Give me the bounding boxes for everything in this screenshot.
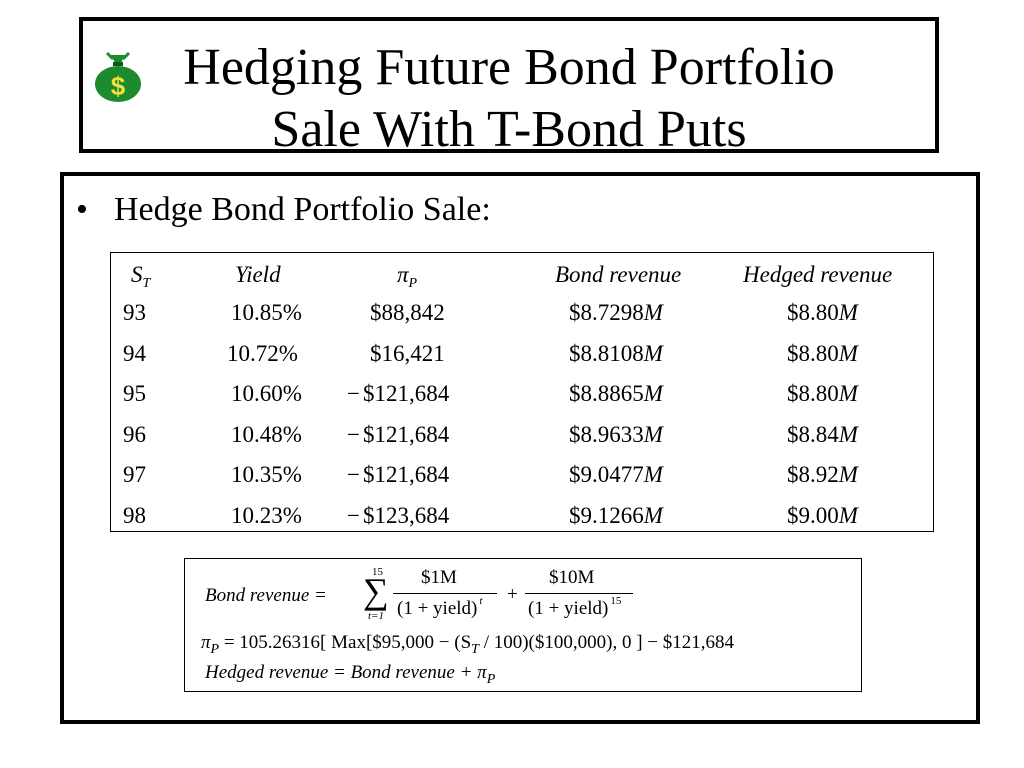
sum-lower-limit: t=1 (368, 610, 384, 622)
frac2-bar (525, 593, 633, 594)
cell-st: 93 (123, 300, 146, 325)
cell-st: 94 (123, 340, 146, 366)
cell-hedged-revenue: $8.92M (787, 462, 858, 487)
cell-yield: 10.60% (231, 381, 302, 406)
frac1-numerator: $1M (421, 567, 457, 588)
slide-title: Hedging Future Bond Portfolio Sale With … (83, 37, 935, 161)
cell-put-payoff: $16,421 (370, 340, 445, 366)
cell-yield: 10.35% (231, 462, 302, 487)
content-box: • Hedge Bond Portfolio Sale: ST Yield πP … (60, 172, 980, 724)
cell-put-payoff: − $121,684 (347, 381, 450, 406)
money-bag-symbol: $ (111, 71, 126, 101)
cell-st: 96 (123, 421, 146, 447)
cell-hedged-revenue: $8.80M (787, 381, 858, 406)
sum-upper-limit: 15 (372, 566, 383, 578)
hedge-table: ST Yield πP Bond revenue Hedged revenue … (110, 252, 934, 532)
cell-yield: 10.23% (231, 502, 302, 528)
header-pi: πP (397, 262, 418, 291)
cell-hedged-revenue: $8.80M (787, 340, 858, 366)
title-line-2: Sale With T-Bond Puts (271, 101, 747, 158)
bullet-line: • Hedge Bond Portfolio Sale: (76, 190, 491, 230)
title-line-1: Hedging Future Bond Portfolio (183, 39, 835, 96)
cell-bond-revenue: $8.7298M (569, 300, 663, 325)
cell-put-payoff: $88,842 (370, 300, 445, 325)
cell-hedged-revenue: $8.80M (787, 300, 858, 325)
negative-sign: − (347, 421, 360, 447)
frac2-denominator: (1 + yield) 15 (528, 595, 622, 619)
cell-bond-revenue: $8.8865M (569, 381, 663, 406)
header-bond-revenue: Bond revenue (555, 262, 682, 287)
header-hedged-revenue: Hedged revenue (743, 262, 893, 287)
header-yield: Yield (235, 262, 281, 287)
bullet-marker: • (76, 191, 88, 228)
cell-st: 97 (123, 462, 146, 487)
header-st: ST (131, 262, 151, 291)
frac1-denominator: (1 + yield) t (397, 595, 483, 619)
negative-sign: − (347, 381, 360, 406)
frac2-numerator: $10M (549, 567, 595, 588)
title-box: $ Hedging Future Bond Portfolio Sale Wit… (79, 17, 939, 158)
negative-sign: − (347, 502, 360, 528)
cell-hedged-revenue: $8.84M (787, 421, 858, 447)
cell-st: 98 (123, 502, 146, 528)
cell-put-payoff: − $121,684 (347, 421, 450, 447)
formula-box: Bond revenue = 15 ∑ t=1 $1M (1 + yield) t… (184, 558, 862, 692)
put-payoff-formula: πP = 105.26316[ Max[$95,000 − (ST / 100)… (201, 632, 735, 657)
sum-symbol: ∑ (363, 571, 389, 611)
cell-yield: 10.72% (227, 340, 298, 366)
cell-yield: 10.48% (231, 421, 302, 447)
cell-yield: 10.85% (231, 300, 302, 325)
frac1-bar (393, 593, 497, 594)
cell-put-payoff: − $121,684 (347, 462, 450, 487)
cell-bond-revenue: $9.1266M (569, 502, 663, 528)
cell-bond-revenue: $8.8108M (569, 340, 663, 366)
plus-sign: + (507, 584, 518, 605)
bullet-text: Hedge Bond Portfolio Sale: (114, 191, 491, 228)
cell-hedged-revenue: $9.00M (787, 502, 858, 528)
bond-revenue-label: Bond revenue = (205, 585, 327, 606)
cell-st: 95 (123, 381, 146, 406)
cell-put-payoff: − $123,684 (347, 502, 450, 528)
negative-sign: − (347, 462, 360, 487)
money-bag-icon: $ (95, 51, 141, 102)
cell-bond-revenue: $8.9633M (569, 421, 663, 447)
hedged-revenue-formula: Hedged revenue = Bond revenue + πP (205, 662, 496, 687)
cell-bond-revenue: $9.0477M (569, 462, 663, 487)
